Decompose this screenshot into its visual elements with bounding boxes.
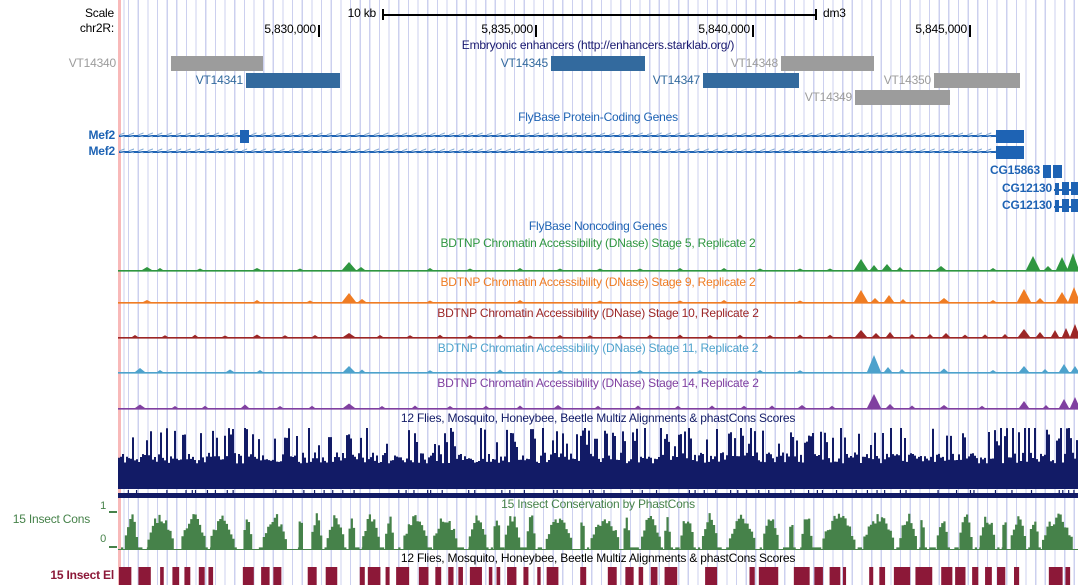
phastcons-axis-1: 1 (100, 500, 106, 512)
gene-label-Mef2[interactable]: Mef2 (88, 128, 115, 142)
scale-bar-value-label: 10 kb (347, 6, 377, 20)
gene-exon-box[interactable] (1055, 183, 1059, 195)
ruler-tick-label: 5,830,000 (264, 22, 316, 36)
scale-bar-line (382, 14, 815, 16)
ruler-tick-label: 5,845,000 (915, 22, 967, 36)
gene-exon-box[interactable] (1062, 182, 1069, 195)
gene-line-Mef2[interactable] (119, 135, 1022, 137)
phastcons-left-label[interactable]: 15 Insect Cons (12, 512, 90, 526)
gene-exon-box[interactable] (1071, 199, 1078, 212)
scale-bar-end-tick (815, 9, 817, 20)
track-title-coding_genes: FlyBase Protein-Coding Genes (518, 110, 678, 124)
phastcons-axis-tick-1 (109, 511, 117, 513)
track-title-noncoding_genes: FlyBase Noncoding Genes (528, 219, 668, 233)
enhancer-box-VT14349[interactable] (855, 90, 950, 105)
gene-label-Mef2[interactable]: Mef2 (88, 144, 115, 158)
ruler-tick-mark (752, 25, 754, 37)
gene-strand-arrows: <<<<<<<<<<<<<<<<<<<<<<<<<<<<<<<<<<<<<<<<… (119, 147, 1022, 157)
track-title-dnase_stage10: BDTNP Chromatin Accessibility (DNase) St… (437, 306, 759, 320)
track-title-dnase_stage14: BDTNP Chromatin Accessibility (DNase) St… (437, 376, 759, 390)
enhancer-box-VT14340[interactable] (171, 56, 263, 71)
gene-exon-box[interactable] (1055, 200, 1059, 212)
gene-strand-arrows: <<<<<<<<<<<<<<<<<<<<<<<<<<<<<<<<<<<<<<<<… (119, 131, 1022, 141)
enhancer-box-VT14345[interactable] (551, 56, 645, 71)
track-title-dnase_stage11: BDTNP Chromatin Accessibility (DNase) St… (437, 341, 759, 355)
enhancer-label-VT14341[interactable]: VT14341 (195, 73, 244, 87)
gene-exon-box[interactable] (1062, 199, 1069, 212)
gene-exon-box[interactable] (996, 130, 1024, 143)
gene-label-CG12130[interactable]: CG12130 (1002, 198, 1052, 212)
gene-exon-box[interactable] (1043, 165, 1051, 178)
ruler-tick-mark (535, 25, 537, 37)
enhancer-label-VT14347[interactable]: VT14347 (652, 73, 701, 87)
gene-exon-box[interactable] (240, 130, 249, 143)
enhancer-label-VT14350[interactable]: VT14350 (883, 73, 932, 87)
scale-bar-end-tick (382, 9, 384, 20)
ruler-tick-label: 5,840,000 (698, 22, 750, 36)
enhancer-box-VT14347[interactable] (703, 73, 799, 88)
track-title-phastcons: 15 Insect Conservation by PhastCons (501, 497, 695, 511)
track-title-dnase_stage9: BDTNP Chromatin Accessibility (DNase) St… (440, 275, 756, 289)
gene-exon-box[interactable] (1053, 165, 1062, 178)
ruler-tick-label: 5,835,000 (481, 22, 533, 36)
scale-label: Scale (84, 6, 114, 20)
enhancer-label-VT14348[interactable]: VT14348 (730, 56, 779, 70)
ruler-tick-mark (969, 25, 971, 37)
enhancer-label-VT14345[interactable]: VT14345 (500, 56, 549, 70)
enhancer-box-VT14341[interactable] (246, 73, 340, 88)
assembly-label: dm3 (823, 6, 846, 20)
gene-exon-box[interactable] (1071, 182, 1078, 195)
enhancer-label-VT14340[interactable]: VT14340 (68, 56, 117, 70)
gene-line-Mef2[interactable] (119, 151, 1022, 153)
enhancer-box-VT14350[interactable] (934, 73, 1020, 88)
track-title-enhancers: Embryonic enhancers (http://enhancers.st… (461, 38, 735, 52)
phastcons-axis-0: 0 (100, 533, 106, 545)
track-title-multiz_title_repeat: 12 Flies, Mosquito, Honeybee, Beetle Mul… (400, 551, 796, 565)
gene-label-CG12130[interactable]: CG12130 (1002, 181, 1052, 195)
chromosome-label: chr2R: (79, 21, 114, 35)
enhancer-label-VT14349[interactable]: VT14349 (804, 90, 853, 104)
track-title-multiz: 12 Flies, Mosquito, Honeybee, Beetle Mul… (400, 411, 796, 425)
gene-exon-box[interactable] (996, 146, 1024, 159)
track-title-dnase_stage5: BDTNP Chromatin Accessibility (DNase) St… (440, 236, 756, 250)
phastcons-axis-tick-0 (109, 546, 117, 548)
insect-elements-label[interactable]: 15 Insect El (50, 568, 114, 582)
multiz-base-bar[interactable] (118, 493, 1078, 498)
ruler-tick-mark (318, 25, 320, 37)
enhancer-box-VT14348[interactable] (781, 56, 874, 71)
gene-label-CG15863[interactable]: CG15863 (990, 163, 1040, 177)
